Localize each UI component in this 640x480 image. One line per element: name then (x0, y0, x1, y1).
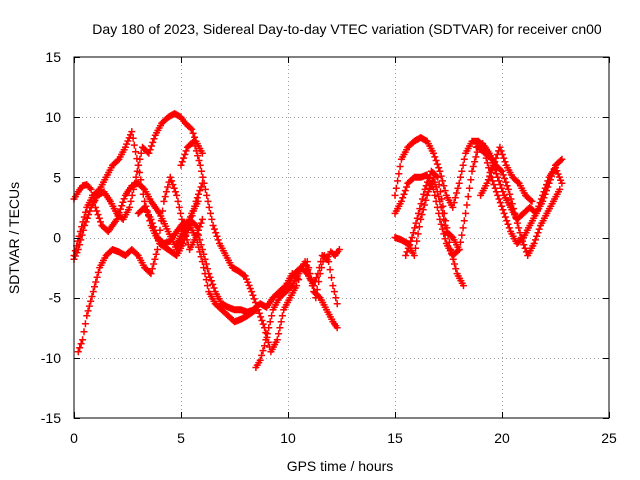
x-tick-label: 10 (280, 430, 296, 446)
series-arc-16 (472, 140, 564, 259)
x-axis-label: GPS time / hours (287, 458, 394, 474)
x-tick-label: 5 (177, 430, 185, 446)
series-arc-8 (252, 258, 341, 371)
y-tick-label: -10 (41, 350, 61, 366)
series-arc-10 (303, 252, 341, 308)
series-arc-5 (134, 203, 260, 326)
plus-markers (303, 252, 341, 308)
plus-markers (477, 143, 536, 205)
y-tick-label: 15 (45, 49, 61, 65)
y-tick-label: 5 (53, 169, 61, 185)
x-tick-label: 15 (387, 430, 403, 446)
series-arc-4 (74, 173, 206, 356)
series-arc-13 (391, 173, 463, 259)
series-arc-15 (477, 143, 536, 205)
plot-frame (73, 56, 610, 419)
x-tick-label: 0 (70, 430, 78, 446)
data-points (70, 110, 566, 371)
axis-ticks: 0 5 10 15 20 25 -15 -10 -5 0 5 10 15 (41, 49, 617, 446)
y-tick-label: 10 (45, 109, 61, 125)
plus-markers (402, 167, 467, 290)
series-arc-14 (402, 167, 467, 290)
y-tick-label: 0 (53, 230, 61, 246)
y-tick-label: -5 (49, 290, 62, 306)
series-arc-7 (177, 137, 301, 356)
plus-markers (134, 203, 260, 326)
plus-markers (74, 173, 206, 356)
chart-title: Day 180 of 2023, Sidereal Day-to-day VTE… (92, 21, 602, 37)
plus-markers (252, 258, 341, 371)
x-tick-label: 25 (601, 430, 617, 446)
plus-markers (472, 140, 564, 259)
plus-markers (391, 173, 463, 259)
plus-markers (177, 137, 301, 356)
y-tick-label: -15 (41, 410, 61, 426)
x-tick-label: 20 (494, 430, 510, 446)
y-axis-label: SDTVAR / TECUs (6, 182, 22, 294)
